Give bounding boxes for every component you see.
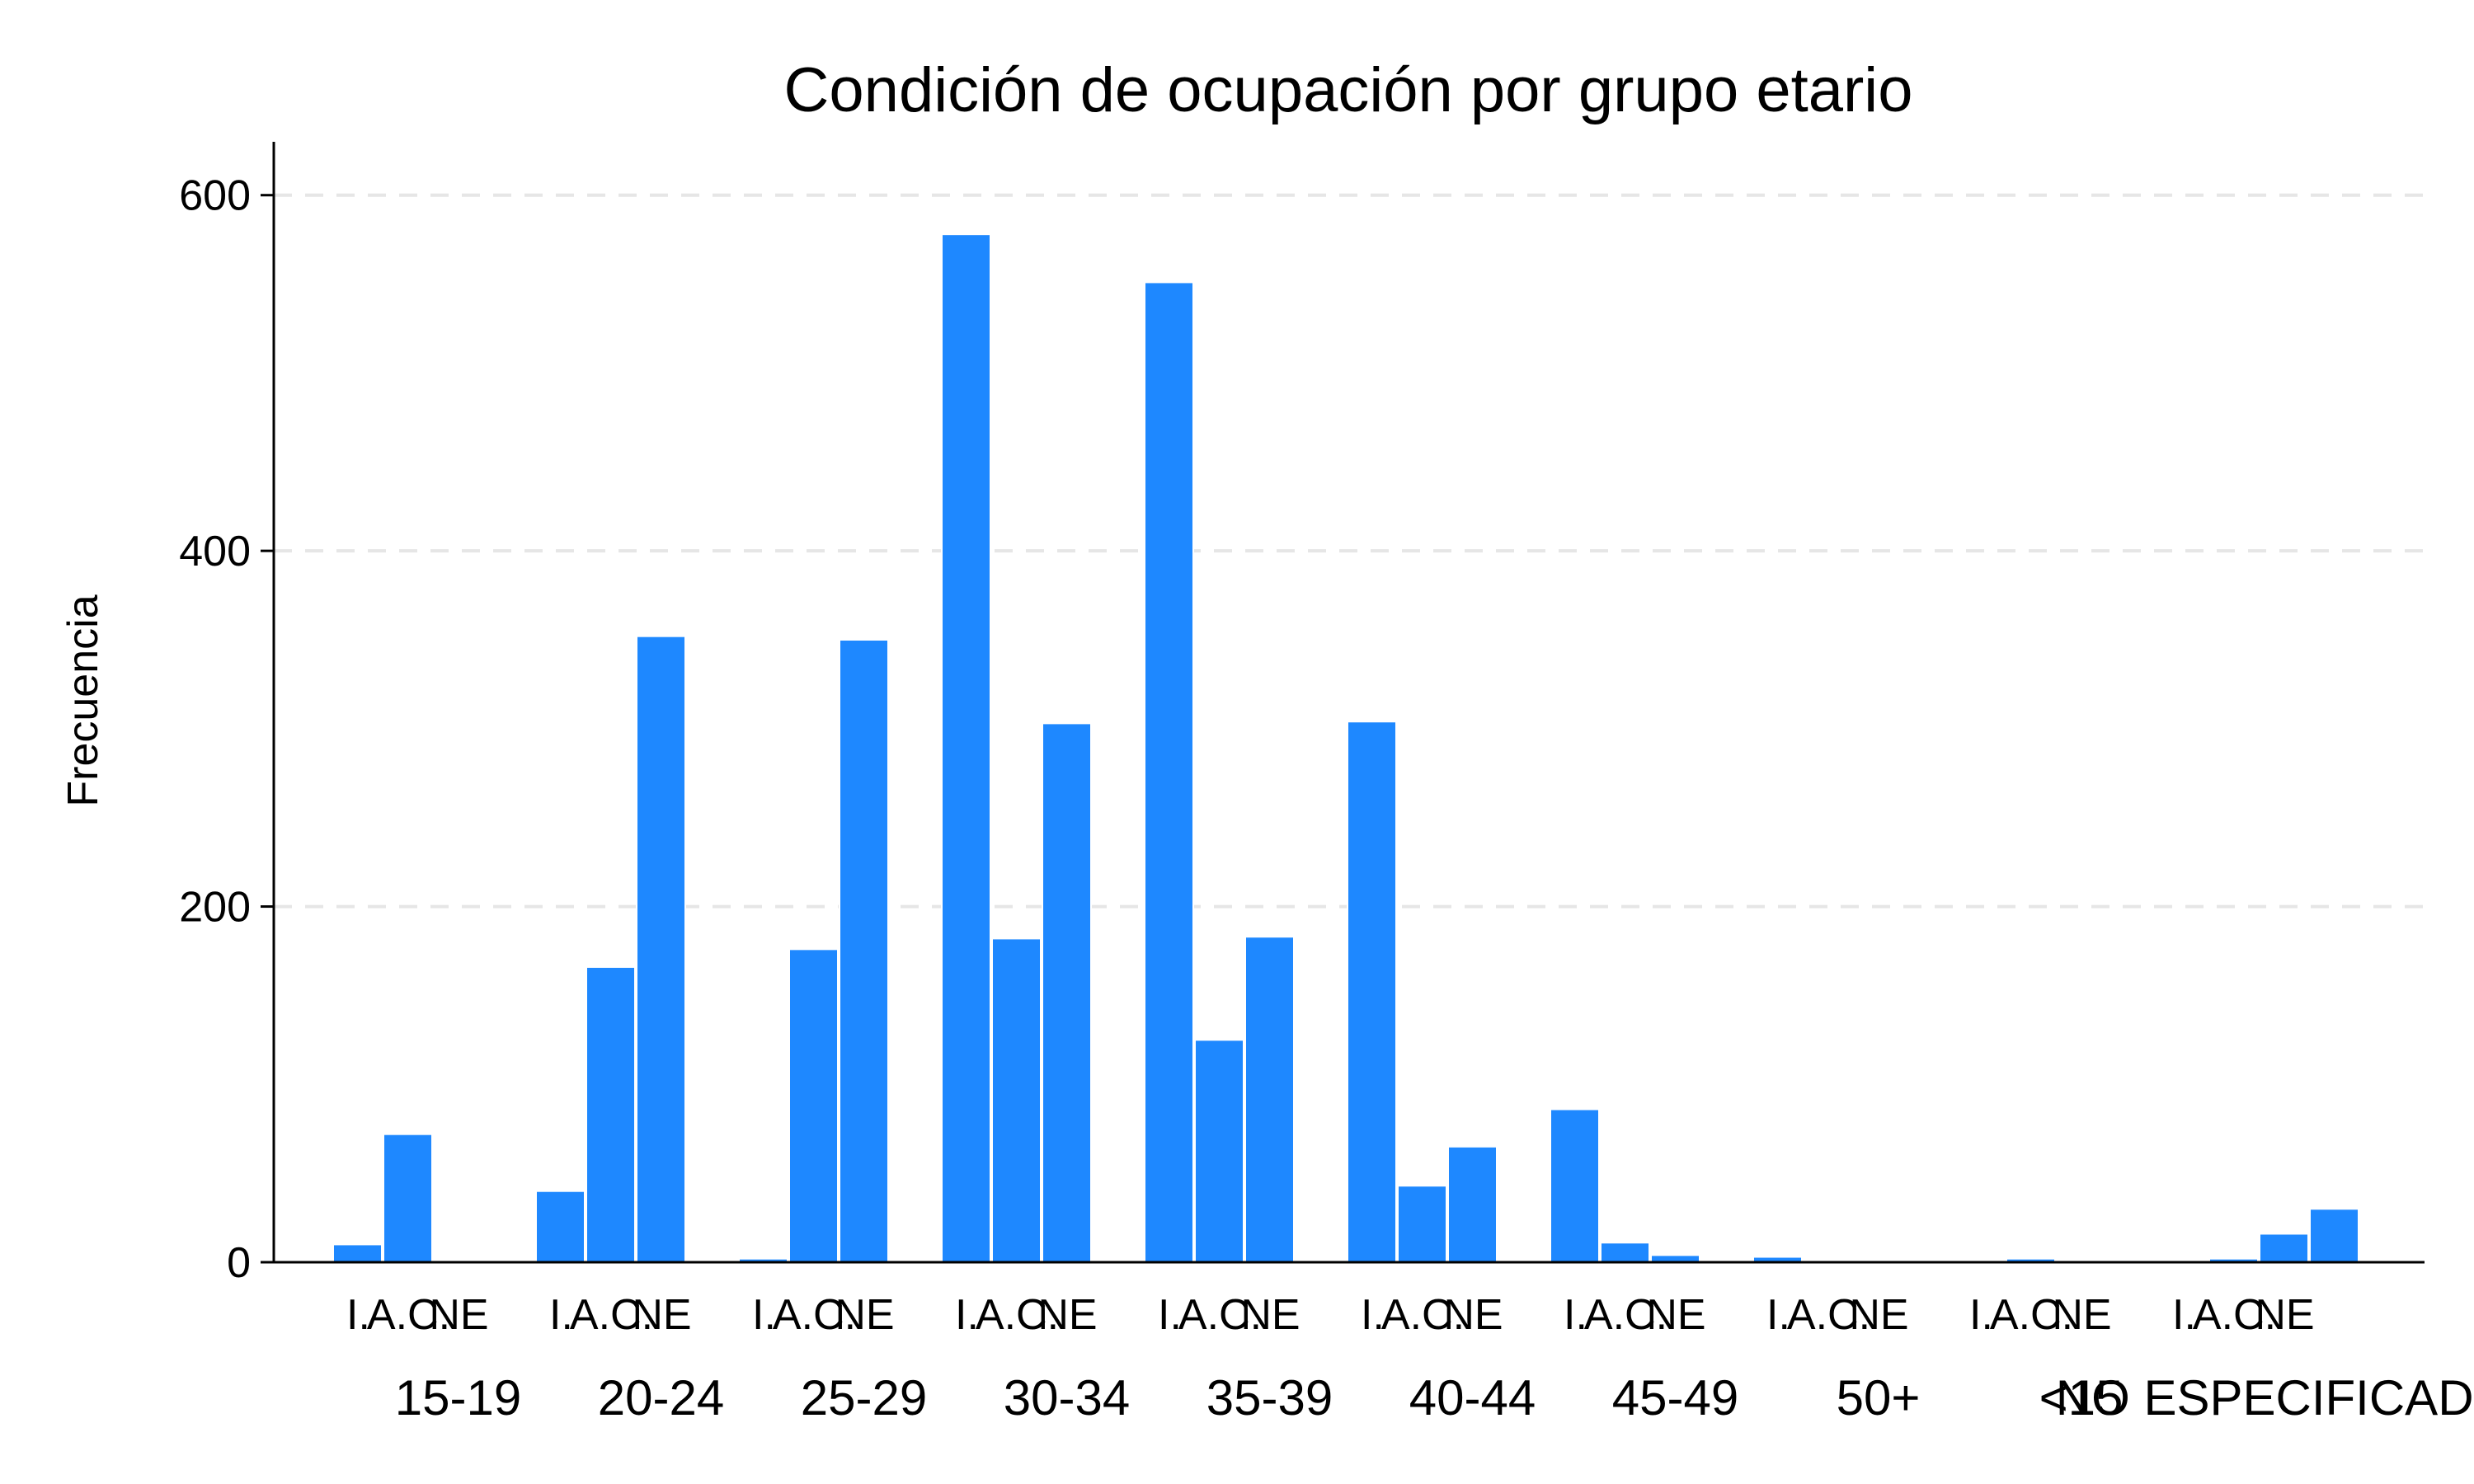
x-subcategory-label: I.	[752, 1291, 776, 1339]
bar	[535, 1190, 586, 1263]
bar	[2259, 1233, 2309, 1264]
x-subcategory-label: I.	[2172, 1291, 2196, 1339]
bar	[941, 233, 991, 1264]
x-group-label: 20-24	[598, 1370, 724, 1425]
x-subcategory-label: A.C.	[1990, 1291, 2073, 1339]
x-group-label: NO ESPECIFICADO	[2056, 1370, 2474, 1425]
x-subcategory-label: NE	[1240, 1291, 1300, 1339]
bar	[1397, 1185, 1447, 1263]
bar	[1347, 721, 1397, 1263]
bar	[1194, 1039, 1244, 1264]
y-axis-ticks: 0 200 400 600	[179, 172, 274, 1287]
bar	[1447, 1145, 1498, 1264]
bar	[586, 965, 636, 1264]
x-subcategory-label: A.C.	[2193, 1291, 2276, 1339]
x-group-label: 25-29	[801, 1370, 927, 1425]
x-subcategory-label: I.	[1361, 1291, 1385, 1339]
bar	[383, 1133, 433, 1263]
x-subcategory-label: I.	[1564, 1291, 1587, 1339]
bars	[332, 233, 2359, 1264]
bar	[839, 639, 889, 1263]
x-group-label: 30-34	[1004, 1370, 1130, 1425]
x-group-label: 45-49	[1612, 1370, 1738, 1425]
x-subcategory-label: NE	[632, 1291, 691, 1339]
x-subcategory-label: A.C.	[773, 1291, 856, 1339]
bar	[636, 635, 686, 1263]
x-subcategory-label: NE	[835, 1291, 894, 1339]
x-subcategory-label: A.C.	[1178, 1291, 1262, 1339]
bar	[2309, 1208, 2359, 1264]
x-subcategory-label: A.C.	[1584, 1291, 1667, 1339]
bar	[788, 948, 839, 1264]
bar	[1144, 281, 1194, 1263]
bar	[1550, 1108, 1600, 1263]
x-subcategory-label: NE	[429, 1291, 488, 1339]
bar	[991, 937, 1042, 1264]
chart-title: Condición de ocupación por grupo etario	[784, 55, 1913, 125]
x-subcategory-label: A.C.	[367, 1291, 450, 1339]
x-subcategory-label: NE	[1646, 1291, 1705, 1339]
x-subcategory-label: A.C.	[570, 1291, 653, 1339]
axes	[272, 142, 2425, 1264]
bar	[1042, 722, 1092, 1263]
x-group-label: 35-39	[1206, 1370, 1333, 1425]
y-tick-label: 400	[179, 528, 251, 575]
x-subcategory-label: I.	[955, 1291, 979, 1339]
x-group-label: 15-19	[395, 1370, 521, 1425]
x-subcategory-label: NE	[1443, 1291, 1503, 1339]
x-subcategory-label: I.	[549, 1291, 573, 1339]
x-subcategory-label: NE	[1849, 1291, 1908, 1339]
y-tick-label: 0	[227, 1239, 251, 1287]
x-subcategory-label: A.C.	[1787, 1291, 1870, 1339]
x-subcategory-label: I.	[1969, 1291, 1993, 1339]
x-subcategory-label: A.C.	[1381, 1291, 1465, 1339]
y-tick-label: 200	[179, 884, 251, 932]
x-subcategory-label: I.	[1158, 1291, 1182, 1339]
y-axis-label: Frecuencia	[59, 594, 107, 806]
x-subcategory-label: I.	[1766, 1291, 1790, 1339]
bar	[1600, 1242, 1650, 1264]
x-group-label: 50+	[1837, 1370, 1921, 1425]
x-group-label: <15	[2039, 1370, 2124, 1425]
x-group-label: 40-44	[1409, 1370, 1536, 1425]
x-subcategory-label: A.C.	[976, 1291, 1059, 1339]
x-subcategory-label: I.	[346, 1291, 370, 1339]
x-axis-ticks: I.A.C.NE15-19I.A.C.NE20-24I.A.C.NE25-29I…	[346, 1291, 2474, 1425]
x-subcategory-label: NE	[1037, 1291, 1097, 1339]
x-subcategory-label: NE	[2052, 1291, 2111, 1339]
bar	[332, 1243, 383, 1264]
bar	[1244, 936, 1295, 1263]
x-subcategory-label: NE	[2255, 1291, 2314, 1339]
y-tick-label: 600	[179, 172, 251, 220]
